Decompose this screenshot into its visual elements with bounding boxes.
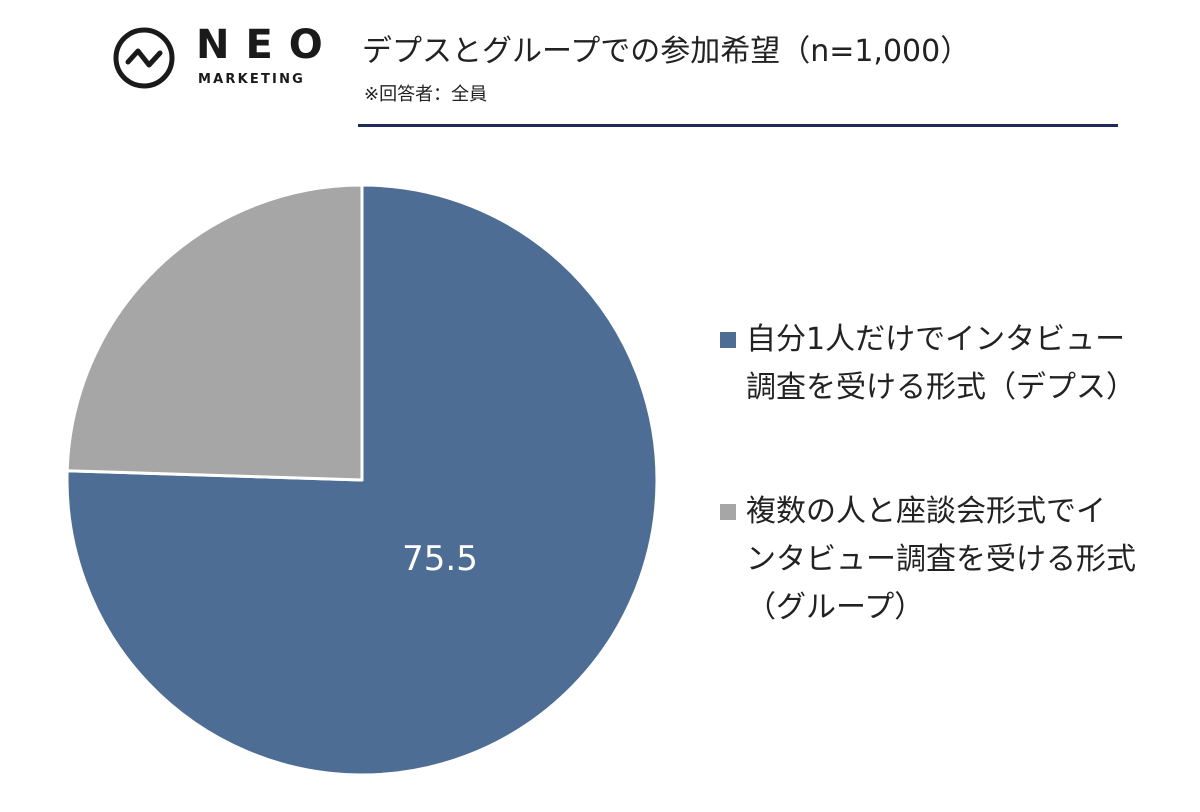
pie-chart: 75.5 <box>65 183 659 777</box>
legend-swatch-2 <box>720 504 736 520</box>
legend-swatch-1 <box>720 332 736 348</box>
neo-marketing-logo: NEO MARKETING <box>112 22 332 102</box>
respondent-note: ※回答者：全員 <box>364 84 488 105</box>
legend-label-line: （グループ） <box>746 590 925 625</box>
title-underline <box>358 124 1118 127</box>
logo-subtitle: MARKETING <box>198 72 306 87</box>
pulse-circle-icon <box>113 27 175 89</box>
legend-label-line: 複数の人と座談会形式でイ <box>746 494 1106 529</box>
legend-item-2: 複数の人と座談会形式でイ ンタビュー調査を受ける形式 （グループ） <box>716 488 1166 632</box>
pie-slice-2 <box>65 183 364 482</box>
legend-label-line: 自分1人だけでインタビュー <box>746 322 1126 357</box>
data-label-1: 75.5 <box>402 539 478 579</box>
legend-item-1: 自分1人だけでインタビュー 調査を受ける形式（デプス） <box>716 316 1166 412</box>
chart-title: デプスとグループでの参加希望（n=1,000） <box>362 34 971 69</box>
legend-label-line: ンタビュー調査を受ける形式 <box>746 542 1136 577</box>
legend-label-line: 調査を受ける形式（デプス） <box>746 370 1136 405</box>
chart-legend: 自分1人だけでインタビュー 調査を受ける形式（デプス） 複数の人と座談会形式でイ ンタ… <box>716 316 1166 708</box>
pie-slice-1 <box>65 183 659 777</box>
logo-name: NEO <box>196 22 339 68</box>
